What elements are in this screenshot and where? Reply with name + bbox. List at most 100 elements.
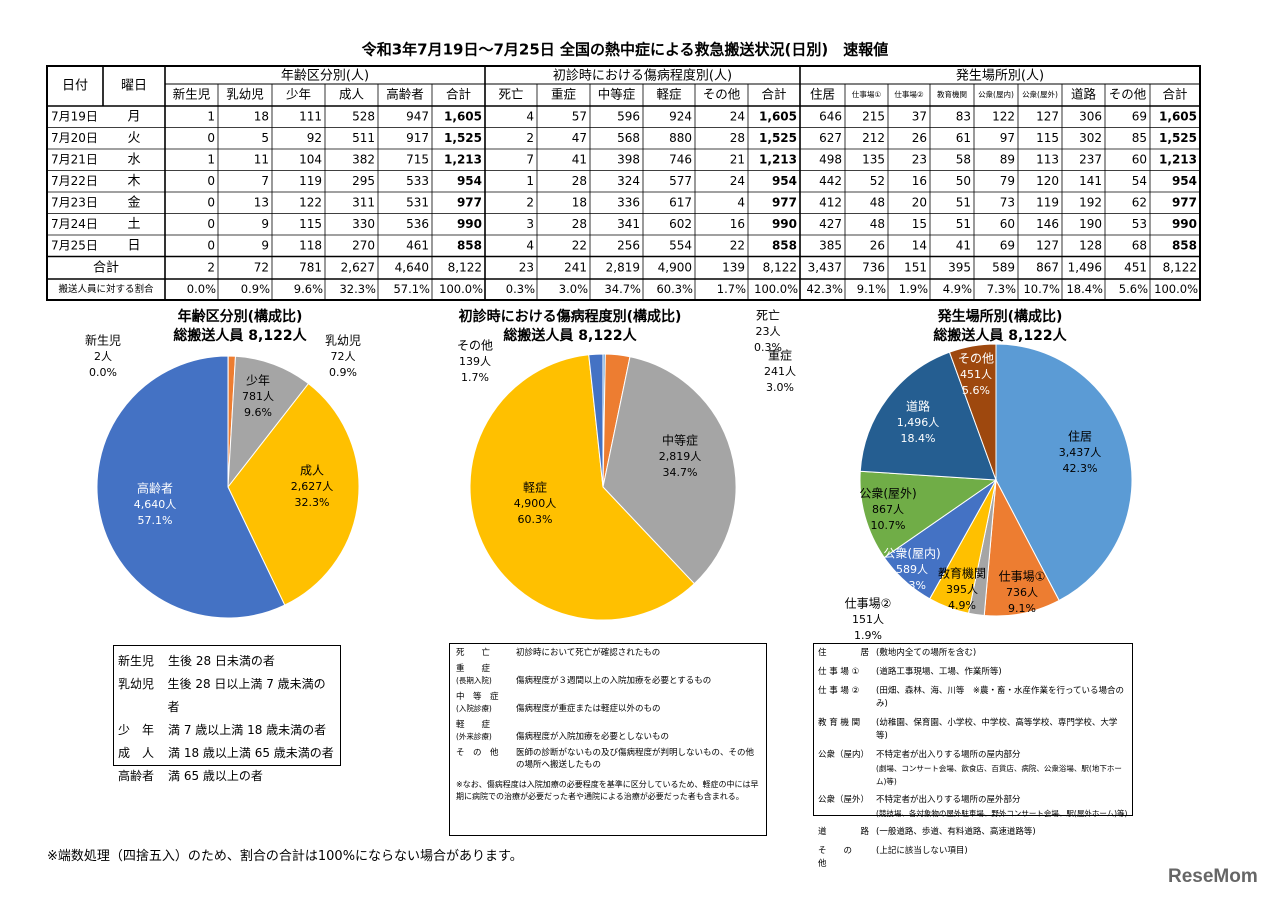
slice-value-label: 867人 <box>872 503 904 516</box>
chart-subtitle: 総搬送人員 8,122人 <box>933 327 1067 344</box>
table-cell: 533 <box>406 174 429 188</box>
definition-text: 生後 28 日未満の者 <box>168 654 275 668</box>
table-ratio-cell: 100.0% <box>754 282 798 296</box>
table-cell: 16 <box>912 174 927 188</box>
definition-row: 死 亡 初診時において死亡が確認されたもの <box>456 647 760 659</box>
table-date: 7月25日 <box>51 238 98 252</box>
definition-term: 軽 症 <box>456 720 491 730</box>
table-ratio-cell: 0.9% <box>241 282 270 296</box>
slice-percent-label: 32.3% <box>295 496 330 509</box>
pie-slice <box>588 353 604 488</box>
table-column-header: 公衆(屋外) <box>1022 89 1058 99</box>
table-cell: 20 <box>912 195 927 209</box>
pie-slice <box>859 470 998 559</box>
table-cell: 22 <box>572 238 587 252</box>
table-cell: 858 <box>1172 238 1197 252</box>
table-cell: 146 <box>1036 217 1059 231</box>
definition-term: そ の 他 <box>818 846 870 869</box>
table-cell: 23 <box>912 152 927 166</box>
table-column-header: 死亡 <box>498 87 523 102</box>
definition-term: 仕 事 場 ① <box>818 667 860 677</box>
table-date: 7月22日 <box>51 174 98 188</box>
table-cell: 577 <box>669 174 692 188</box>
definition-text-cell: (幼稚園、保育園、小学校、中学校、高等学校、専門学校、大学等) <box>876 717 1128 743</box>
table-corner-header: 曜日 <box>121 79 147 94</box>
table-cell: 531 <box>406 195 429 209</box>
table-cell: 41 <box>572 152 587 166</box>
table-weekday: 木 <box>127 174 140 189</box>
table-cell: 306 <box>1079 109 1102 123</box>
chart-title: 初診時における傷病程度別(構成比) <box>459 308 682 325</box>
slice-category: 成人 <box>300 464 324 478</box>
table-cell: 9 <box>261 238 269 252</box>
table-cell: 330 <box>352 217 375 231</box>
table-cell: 141 <box>1079 174 1102 188</box>
definition-row: そ の 他 医師の診断がないもの及び傷病程度が判明しないもの、その他の場所へ搬送し… <box>456 747 760 771</box>
table-cell: 4 <box>526 238 534 252</box>
table-cell: 398 <box>617 152 640 166</box>
table-corner-header: 日付 <box>62 79 88 94</box>
table-cell: 947 <box>406 109 429 123</box>
table-weekday: 金 <box>127 194 140 210</box>
table-cell: 498 <box>819 152 842 166</box>
pie-slice <box>995 343 1133 602</box>
table-ratio-cell: 0.0% <box>187 282 216 296</box>
definition-text: (一般道路、歩道、有料道路、高速道路等) <box>876 827 1036 837</box>
slice-percent-label: 1.7% <box>461 371 489 384</box>
slice-percent-label: 1.9% <box>854 629 882 642</box>
definition-text: (上記に該当しない項目) <box>876 846 968 856</box>
definition-row: 成 人満 18 歳以上満 65 歳未満の者 <box>118 742 336 765</box>
table-cell: 237 <box>1079 152 1102 166</box>
age-definitions: 新生児 生後 28 日未満の者 乳幼児 生後 28 日以上満 7 歳未満の者少 年満 … <box>113 645 341 783</box>
definition-sub: (入院診療) <box>456 704 492 713</box>
table-cell: 746 <box>669 152 692 166</box>
table-total-cell: 151 <box>904 260 927 274</box>
definition-row: 公衆（屋内） 不特定者が出入りする場所の屋内部分 (劇場、コンサート会場、飲食店、百… <box>818 749 1128 788</box>
table-cell: 60 <box>1000 217 1015 231</box>
table-ratio-cell: 32.3% <box>339 282 376 296</box>
table-total-cell: 589 <box>992 260 1015 274</box>
table-cell: 97 <box>1000 131 1015 145</box>
table-cell: 311 <box>352 195 375 209</box>
table-cell: 122 <box>992 109 1015 123</box>
definition-text: 満 7 歳以上満 18 歳未満の者 <box>168 723 327 737</box>
chart-subtitle: 総搬送人員 8,122人 <box>173 327 307 344</box>
table-column-header: 仕事場② <box>894 89 923 99</box>
definition-text-cell: (敷地内全ての場所を含む) <box>876 647 976 660</box>
definition-term-cell: 死 亡 <box>456 647 516 659</box>
table-column-header: 公衆(屋内) <box>978 89 1014 99</box>
table-cell: 69 <box>1000 238 1015 252</box>
slice-category: 公衆(屋外) <box>859 487 916 501</box>
table-ratio-cell: 100.0% <box>439 282 483 296</box>
table-date: 7月19日 <box>51 109 98 123</box>
table-cell: 7 <box>526 152 534 166</box>
table-group-header: 年齢区分別(人) <box>281 69 369 84</box>
table-total-label: 合計 <box>93 259 119 275</box>
table-cell: 52 <box>870 174 885 188</box>
table-cell: 113 <box>1036 152 1059 166</box>
table-cell: 104 <box>299 152 322 166</box>
table-cell: 57 <box>572 109 587 123</box>
table-cell: 135 <box>862 152 885 166</box>
definition-row: 公衆（屋外） 不特定者が出入りする場所の屋外部分 (競技場、各対象物の屋外駐車場、野… <box>818 794 1128 820</box>
table-column-header: 成人 <box>339 87 365 102</box>
table-ratio-label: 搬送人員に対する割合 <box>58 283 154 295</box>
table-ratio-cell: 1.7% <box>717 282 746 296</box>
slice-percent-label: 0.3% <box>754 341 782 354</box>
table-cell: 47 <box>572 131 587 145</box>
severity-remark: ※なお、傷病程度は入院加療の必要程度を基準に区分しているため、軽症の中には早期に… <box>456 780 759 801</box>
table-group-header: 発生場所別(人) <box>956 69 1044 84</box>
definition-text: (田畑、森林、海、川等 ※農・畜・水産作業を行っている場合のみ) <box>876 686 1125 709</box>
table-column-header: 住居 <box>810 87 835 102</box>
table-cell: 536 <box>406 217 429 231</box>
table-column-header: 教育機関 <box>937 89 967 99</box>
table-cell: 22 <box>730 238 745 252</box>
definition-term: 成 人 <box>118 746 155 760</box>
slice-value-label: 589人 <box>896 563 928 576</box>
table-cell: 858 <box>457 238 482 252</box>
slice-percent-label: 57.1% <box>138 514 173 527</box>
pie-slice <box>948 343 997 481</box>
table-cell: 990 <box>772 217 797 231</box>
